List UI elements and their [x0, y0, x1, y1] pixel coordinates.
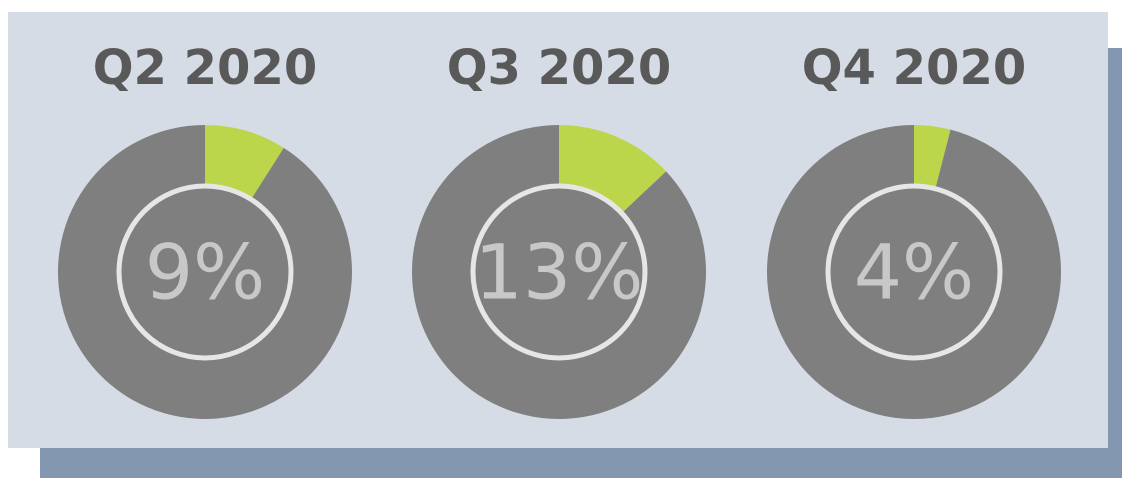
value-label: 13% — [475, 228, 644, 317]
chart-title: Q4 2020 — [802, 40, 1027, 96]
chart-title: Q2 2020 — [93, 40, 318, 96]
chart-title: Q3 2020 — [447, 40, 672, 96]
value-label: 9% — [145, 228, 266, 317]
value-label: 4% — [854, 228, 975, 317]
donut-hole — [470, 183, 648, 361]
donut-hole — [825, 183, 1003, 361]
donut-hole — [116, 183, 294, 361]
